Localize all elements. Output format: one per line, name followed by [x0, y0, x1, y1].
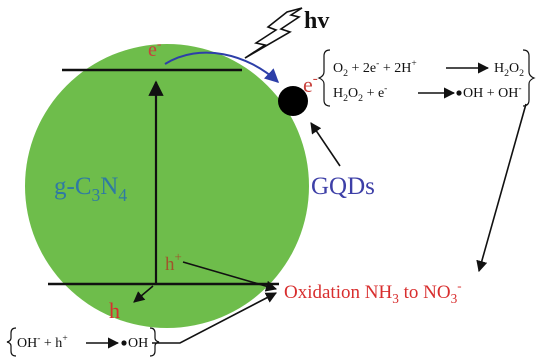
reduction-close-brace: [522, 49, 536, 107]
lightning-bolt-icon: [244, 7, 303, 59]
radical-dot-2: [121, 340, 127, 346]
hole-reaction-close-brace: [149, 327, 160, 357]
hole-reaction-product: OH: [128, 336, 148, 351]
reduction-product-1: H2O2: [494, 61, 524, 79]
reduction-to-oxidation-arrow: [476, 103, 527, 273]
reduction-equation-2: H2O2 + e-: [333, 84, 387, 104]
reduction-open-brace: [317, 49, 331, 107]
hole-reaction-equation: OH- + h+: [17, 334, 68, 351]
hole-reaction-open-brace: [6, 327, 17, 357]
oxidation-label: Oxidation NH3 to NO3-: [284, 278, 462, 306]
g-c3n4-sphere: [25, 44, 309, 328]
black-dot-icon: [278, 86, 308, 116]
hole-migration-arrow: [133, 285, 154, 303]
reduction-product-2: OH + OH-: [463, 84, 522, 101]
electron-label-band: e-: [148, 36, 162, 61]
gqd-pointer-arrow: [310, 122, 341, 167]
electron-label-dot: e-: [303, 71, 318, 97]
gqds-label: GQDs: [311, 173, 375, 200]
hv-label: hv: [304, 8, 329, 34]
electron-transfer-arrow: [164, 51, 280, 83]
oh-to-oxidation-arrow: [152, 292, 277, 344]
hole-to-oxidation-arrow: [182, 261, 278, 292]
reduction-equation-1: O2 + 2e- + 2H+: [333, 59, 417, 79]
hole-label-surface: h: [109, 298, 120, 323]
g-c3n4-label: g-C3N4: [54, 173, 127, 205]
hole-label-band: h+: [165, 249, 182, 275]
radical-dot-1: [456, 90, 462, 96]
